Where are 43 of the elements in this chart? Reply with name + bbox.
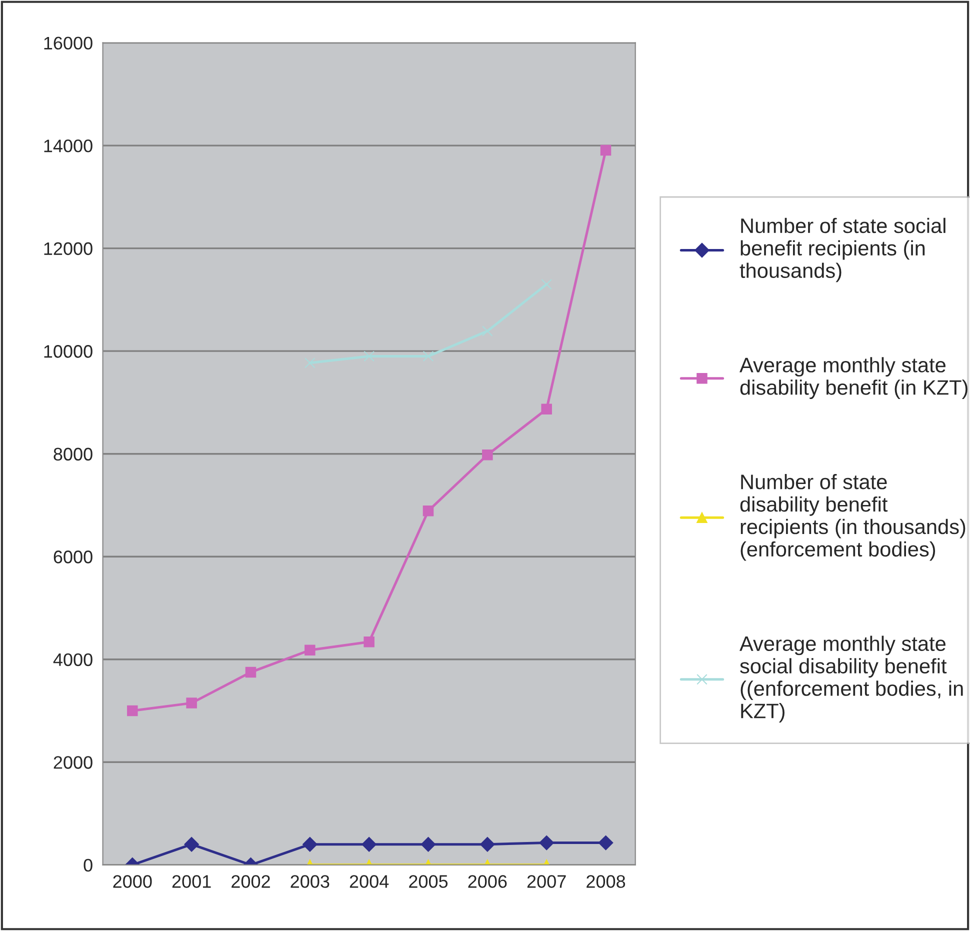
point	[541, 278, 552, 290]
x-tick-label: 2002	[232, 875, 270, 888]
point	[480, 836, 495, 852]
y-tick-label: 6000	[54, 550, 92, 564]
x-tick-label: 2003	[290, 875, 330, 888]
point	[482, 450, 493, 460]
x-tick-label: 2008	[586, 875, 626, 888]
x-tick-label: 2005	[409, 875, 448, 888]
point	[302, 836, 318, 852]
y-tick-label: 0	[84, 858, 92, 872]
point	[184, 836, 199, 852]
point	[539, 835, 554, 850]
x-tick-label: 2006	[468, 875, 507, 888]
x-tick-label: 2001	[172, 875, 211, 888]
point	[422, 506, 434, 516]
y-tick-label: 2000	[54, 756, 92, 769]
legend-label: Number of state disability benefit recipients (in thousands) (enforcement bodies)	[740, 474, 966, 561]
y-tick-label: 8000	[54, 448, 92, 461]
y-tick-label: 4000	[53, 653, 92, 666]
point	[127, 705, 138, 716]
legend-label: Average monthly state social disability benefit ((enforcement bodies, in KZT)	[740, 636, 963, 722]
legend-label: Number of state social benefit recipients (in thousands)	[740, 218, 946, 282]
point	[420, 836, 436, 852]
point	[245, 666, 256, 678]
point	[600, 144, 612, 156]
point	[304, 644, 316, 656]
point	[422, 350, 434, 362]
point	[364, 636, 374, 648]
y-tick-label: 14000	[44, 140, 92, 152]
y-tick-label: 10000	[44, 345, 92, 358]
point	[362, 836, 376, 852]
point	[304, 358, 316, 368]
point	[541, 404, 552, 415]
y-tick-label: 12000	[44, 242, 92, 256]
point	[186, 698, 197, 708]
x-tick-label: 2007	[527, 875, 566, 888]
x-tick-label: 2004	[350, 875, 389, 888]
x-tick-label: 2000	[113, 875, 152, 888]
point	[598, 835, 614, 850]
point	[482, 326, 493, 336]
point	[364, 350, 374, 362]
legend-label: Average monthly state disability benefit (in KZT)	[740, 357, 968, 399]
y-tick-label: 16000	[44, 36, 92, 50]
